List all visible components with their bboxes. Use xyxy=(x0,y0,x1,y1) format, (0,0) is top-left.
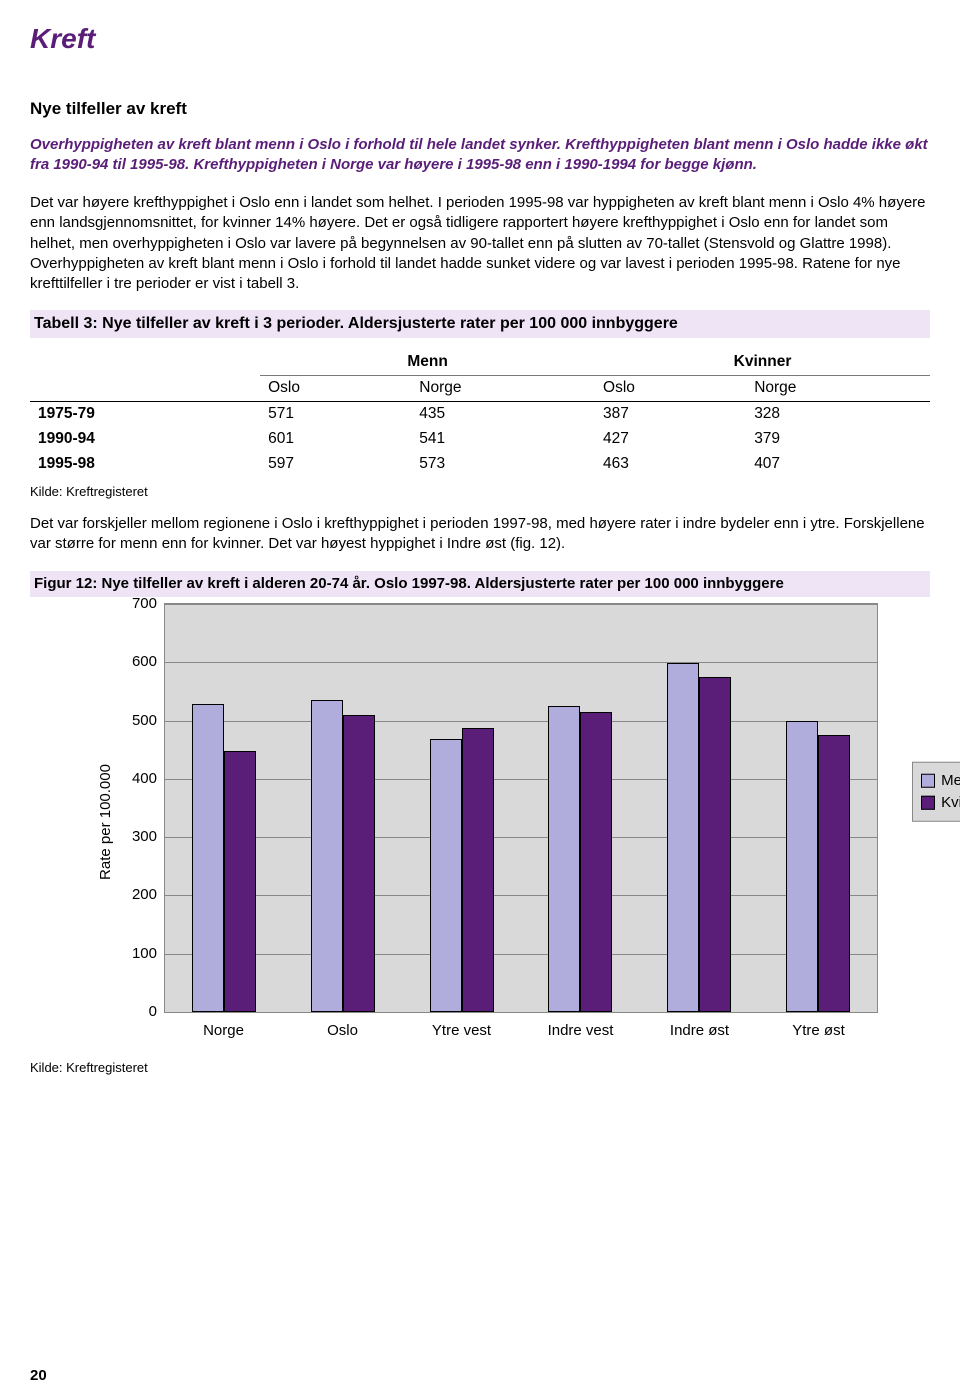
legend-swatch-kvinner xyxy=(921,796,935,810)
cell: 597 xyxy=(260,452,411,477)
bar-menn xyxy=(667,663,699,1012)
bar-group xyxy=(640,604,759,1012)
cell: 328 xyxy=(746,401,930,426)
cell: 379 xyxy=(746,427,930,452)
bar-group xyxy=(284,604,403,1012)
legend-label: Menn xyxy=(941,770,960,790)
xtick-label: Oslo xyxy=(283,1021,402,1041)
page-number: 20 xyxy=(30,1366,47,1386)
bar-kvinner xyxy=(224,751,256,1012)
table-sub-norge-k: Norge xyxy=(746,376,930,402)
table-sub-norge-m: Norge xyxy=(411,376,595,402)
bar-group xyxy=(165,604,284,1012)
row-label: 1995-98 xyxy=(30,452,260,477)
legend-item-kvinner: Kvinner xyxy=(921,793,960,813)
ytick-label: 300 xyxy=(132,827,165,847)
table-sub-oslo-m: Oslo xyxy=(260,376,411,402)
ytick-label: 100 xyxy=(132,944,165,964)
figure-caption: Figur 12: Nye tilfeller av kreft i alder… xyxy=(30,571,930,597)
ytick-label: 600 xyxy=(132,652,165,672)
xtick-label: Ytre vest xyxy=(402,1021,521,1041)
table-row: 1990-94 601 541 427 379 xyxy=(30,427,930,452)
bar-kvinner xyxy=(343,715,375,1012)
cell: 435 xyxy=(411,401,595,426)
cell: 387 xyxy=(595,401,746,426)
bar-menn xyxy=(786,721,818,1012)
ytick-label: 700 xyxy=(132,594,165,614)
cell: 463 xyxy=(595,452,746,477)
xtick-label: Indre øst xyxy=(640,1021,759,1041)
bar-kvinner xyxy=(580,712,612,1012)
legend-item-menn: Menn xyxy=(921,770,960,790)
data-table: Menn Kvinner Oslo Norge Oslo Norge 1975-… xyxy=(30,350,930,477)
body-paragraph-2: Det var forskjeller mellom regionene i O… xyxy=(30,514,930,555)
ytick-label: 400 xyxy=(132,769,165,789)
table-group-menn: Menn xyxy=(260,350,595,375)
cell: 427 xyxy=(595,427,746,452)
xtick-label: Indre vest xyxy=(521,1021,640,1041)
bar-menn xyxy=(548,706,580,1012)
cell: 601 xyxy=(260,427,411,452)
cell: 541 xyxy=(411,427,595,452)
figure-source: Kilde: Kreftregisteret xyxy=(30,1059,930,1077)
table-sub-oslo-k: Oslo xyxy=(595,376,746,402)
legend-swatch-menn xyxy=(921,774,935,788)
legend-label: Kvinner xyxy=(941,793,960,813)
bar-menn xyxy=(311,700,343,1012)
bar-menn xyxy=(192,704,224,1012)
ytick-label: 0 xyxy=(149,1002,165,1022)
table-caption: Tabell 3: Nye tilfeller av kreft i 3 per… xyxy=(30,310,930,338)
row-label: 1975-79 xyxy=(30,401,260,426)
ytick-label: 200 xyxy=(132,885,165,905)
bar-menn xyxy=(430,739,462,1012)
section-heading: Nye tilfeller av kreft xyxy=(30,98,930,121)
xtick-label: Norge xyxy=(164,1021,283,1041)
bar-kvinner xyxy=(818,735,850,1012)
bar-chart: Rate per 100.000 Menn Kvinner 0100200300… xyxy=(108,603,878,1041)
bars-row xyxy=(165,604,877,1012)
table-row: 1975-79 571 435 387 328 xyxy=(30,401,930,426)
bar-kvinner xyxy=(462,728,494,1012)
ytick-label: 500 xyxy=(132,710,165,730)
chart-ylabel: Rate per 100.000 xyxy=(96,764,116,880)
cell: 571 xyxy=(260,401,411,426)
table-group-kvinner: Kvinner xyxy=(595,350,930,375)
table-source: Kilde: Kreftregisteret xyxy=(30,483,930,501)
page-title: Kreft xyxy=(30,20,930,58)
table-row: 1995-98 597 573 463 407 xyxy=(30,452,930,477)
intro-paragraph: Overhyppigheten av kreft blant menn i Os… xyxy=(30,135,930,176)
xtick-label: Ytre øst xyxy=(759,1021,878,1041)
bar-group xyxy=(402,604,521,1012)
bar-group xyxy=(521,604,640,1012)
bar-group xyxy=(758,604,877,1012)
chart-xlabels: NorgeOsloYtre vestIndre vestIndre østYtr… xyxy=(164,1021,878,1041)
cell: 407 xyxy=(746,452,930,477)
row-label: 1990-94 xyxy=(30,427,260,452)
chart-plot-area: Menn Kvinner 0100200300400500600700 xyxy=(164,603,878,1013)
chart-legend: Menn Kvinner xyxy=(912,761,960,822)
body-paragraph-1: Det var høyere krefthyppighet i Oslo enn… xyxy=(30,193,930,294)
bar-kvinner xyxy=(699,677,731,1012)
cell: 573 xyxy=(411,452,595,477)
